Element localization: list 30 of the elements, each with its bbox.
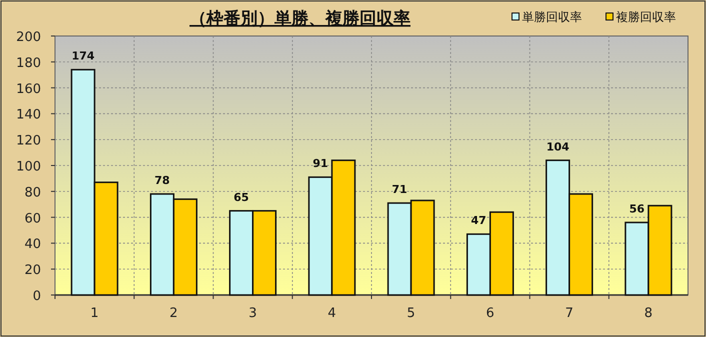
x-tick-label: 8	[644, 306, 653, 321]
chart-title: （枠番別）単勝、複勝回収率	[190, 9, 410, 29]
x-tick-label: 6	[486, 306, 494, 321]
data-label: 104	[546, 140, 570, 154]
y-tick-label: 20	[24, 263, 41, 278]
data-label: 174	[72, 50, 95, 63]
y-tick-label: 180	[16, 56, 41, 71]
y-tick-label: 200	[16, 30, 41, 45]
data-label: 47	[471, 214, 486, 228]
data-label: 91	[312, 157, 328, 170]
y-tick-label: 60	[24, 211, 41, 226]
y-tick-label: 0	[32, 289, 41, 304]
y-tick-label: 100	[16, 160, 41, 174]
legend-label: 複勝回収率	[616, 10, 676, 24]
x-tick-label: 5	[406, 306, 416, 321]
x-tick-label: 1	[90, 306, 99, 321]
y-tick-label: 160	[16, 82, 41, 97]
data-label: 56	[629, 202, 645, 216]
x-tick-label: 2	[170, 306, 178, 321]
legend-label: 単勝回収率	[522, 10, 582, 24]
y-tick-label: 40	[24, 237, 41, 252]
y-tick-label: 120	[16, 134, 41, 149]
data-label: 71	[392, 183, 408, 196]
data-label: 78	[154, 174, 170, 187]
y-tick-label: 140	[16, 108, 41, 123]
x-tick-label: 4	[328, 306, 336, 321]
x-tick-label: 3	[248, 306, 257, 321]
y-tick-label: 80	[24, 185, 41, 200]
x-tick-label: 7	[565, 306, 574, 321]
data-label: 65	[234, 190, 249, 204]
